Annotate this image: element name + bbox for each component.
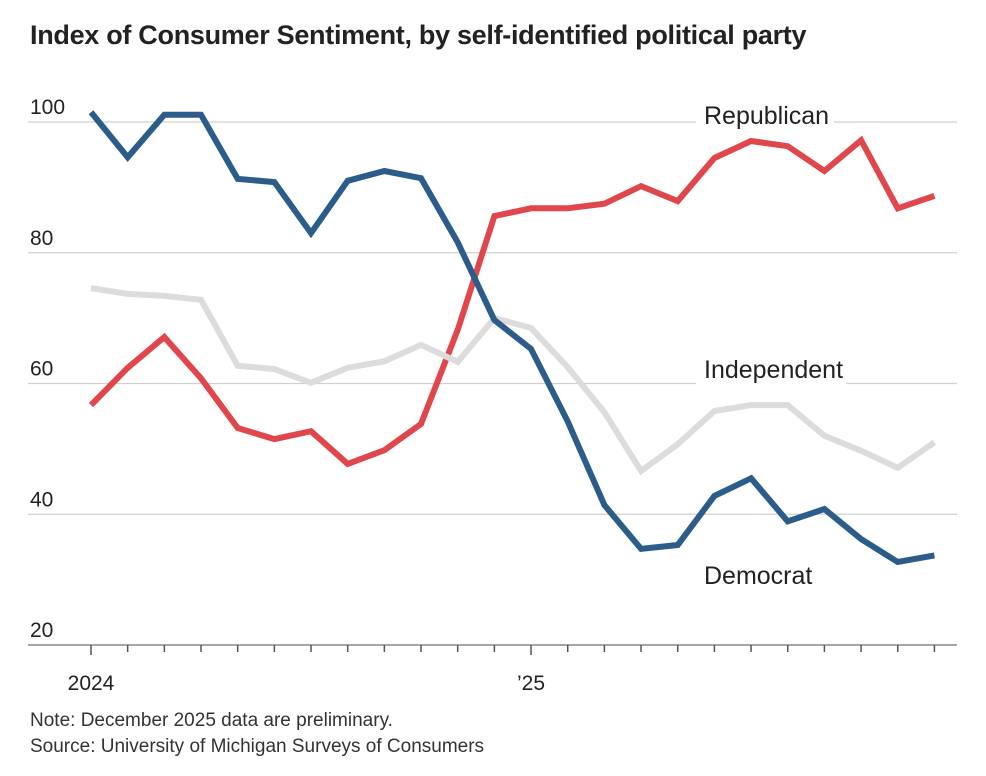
x-tick-label: ’25 bbox=[517, 672, 545, 695]
chart-title: Index of Consumer Sentiment, by self-ide… bbox=[30, 20, 807, 50]
chart-source: Source: University of Michigan Surveys o… bbox=[30, 736, 485, 757]
series-line-independent bbox=[90, 285, 937, 476]
y-tick-label: 40 bbox=[30, 488, 53, 511]
series-label-independent: Independent bbox=[704, 356, 843, 384]
x-tick-label: 2024 bbox=[68, 672, 115, 695]
series-line-republican bbox=[88, 135, 936, 468]
y-tick-label: 100 bbox=[30, 96, 65, 119]
chart-note: Note: December 2025 data are preliminary… bbox=[30, 710, 393, 731]
y-tick-label: 80 bbox=[30, 227, 53, 250]
series-label-background bbox=[696, 100, 834, 132]
series-line-democrat bbox=[88, 110, 935, 566]
series-label-democrat: Democrat bbox=[704, 562, 812, 590]
series-label-background bbox=[696, 560, 810, 592]
y-tick-label: 60 bbox=[30, 358, 53, 381]
y-tick-label: 20 bbox=[30, 619, 53, 642]
series-label-background bbox=[696, 354, 847, 386]
series-label-republican: Republican bbox=[704, 102, 829, 130]
